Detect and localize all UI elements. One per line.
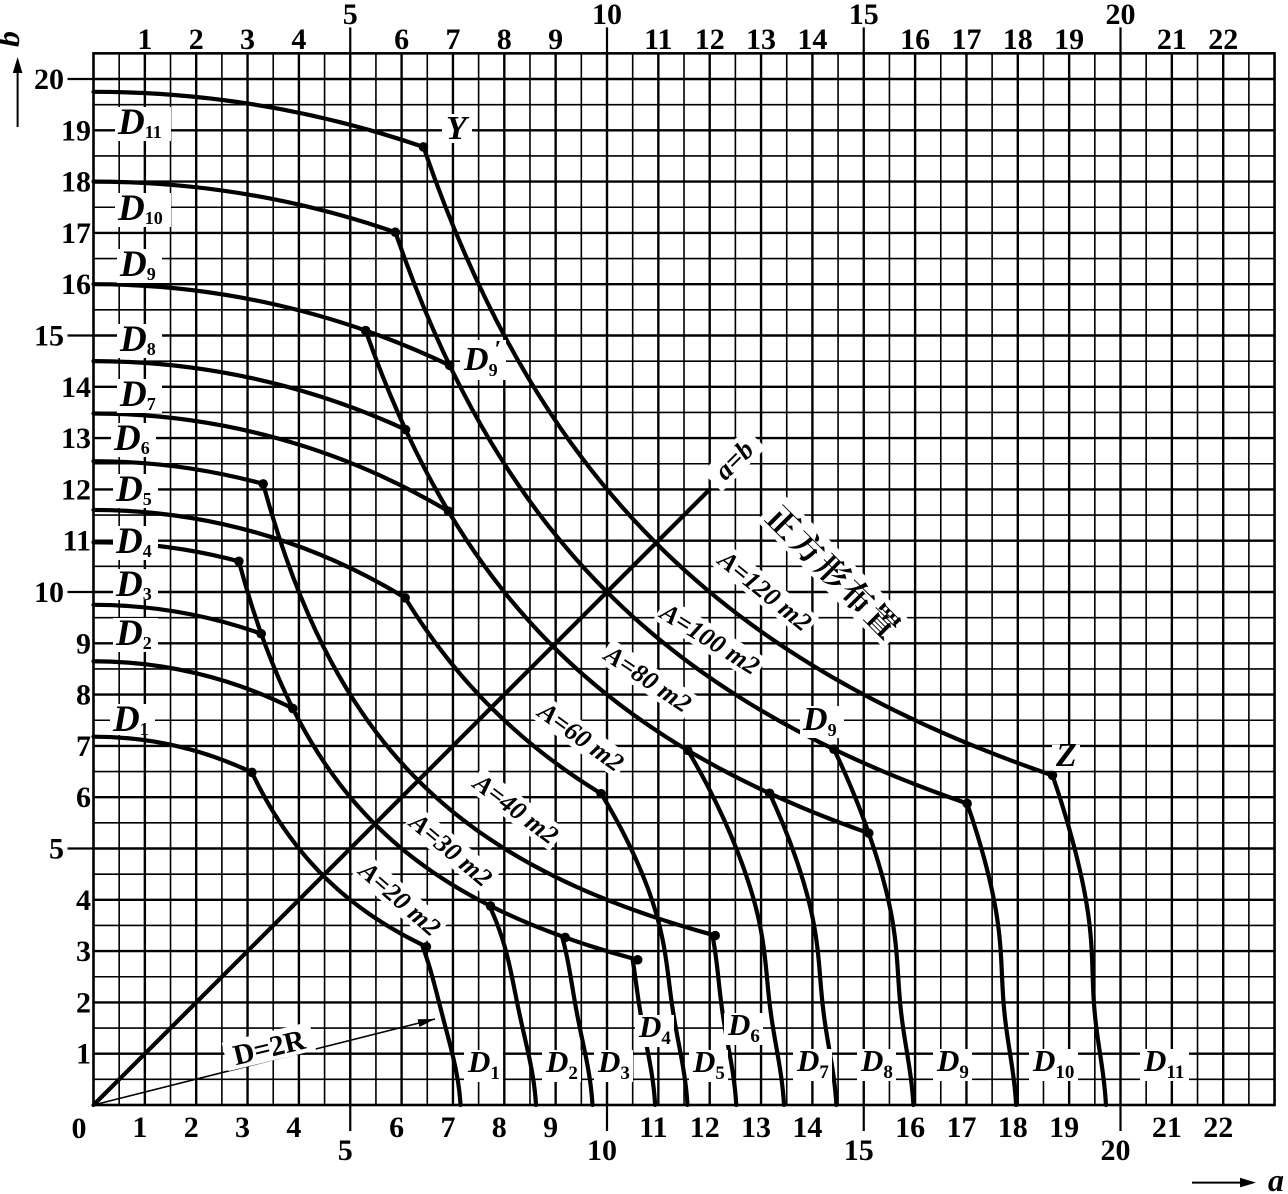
svg-text:3: 3 [235,1111,250,1144]
svg-text:22: 22 [1203,1111,1233,1144]
svg-text:18: 18 [998,1111,1028,1144]
svg-text:2: 2 [189,23,204,56]
svg-text:1: 1 [132,1111,147,1144]
svg-text:13: 13 [741,1111,771,1144]
svg-text:8: 8 [76,679,91,712]
svg-text:5: 5 [343,0,358,31]
svg-text:6: 6 [76,781,91,814]
svg-text:19: 19 [1049,1111,1079,1144]
svg-text:1: 1 [76,1038,91,1071]
svg-text:6: 6 [389,1111,404,1144]
svg-text:15: 15 [844,1134,874,1167]
svg-text:10: 10 [592,0,622,31]
svg-text:2: 2 [184,1111,199,1144]
svg-text:14: 14 [792,1111,822,1144]
svg-text:3: 3 [76,935,91,968]
svg-text:20: 20 [1106,0,1136,31]
svg-text:20: 20 [1101,1134,1131,1167]
svg-text:10: 10 [34,576,64,609]
svg-text:20: 20 [34,63,64,96]
svg-text:9: 9 [548,23,563,56]
svg-text:7: 7 [76,730,91,763]
svg-text:19: 19 [1054,23,1084,56]
svg-text:10: 10 [587,1134,617,1167]
svg-text:21: 21 [1157,23,1187,56]
svg-text:4: 4 [286,1111,301,1144]
svg-text:D11: D11 [1143,1043,1184,1083]
svg-text:18: 18 [61,166,91,199]
svg-text:14: 14 [61,371,91,404]
svg-text:15: 15 [849,0,879,31]
svg-text:16: 16 [900,23,930,56]
svg-text:22: 22 [1208,23,1238,56]
svg-text:7: 7 [445,23,460,56]
svg-text:17: 17 [946,1111,976,1144]
svg-text:14: 14 [797,23,827,56]
svg-text:13: 13 [746,23,776,56]
svg-text:11: 11 [639,1111,667,1144]
svg-text:9: 9 [543,1111,558,1144]
svg-text:Y: Y [446,110,470,147]
svg-text:4: 4 [76,884,91,917]
svg-text:21: 21 [1152,1111,1182,1144]
svg-text:D8: D8 [860,1043,893,1083]
svg-text:8: 8 [497,23,512,56]
svg-text:13: 13 [61,422,91,455]
svg-text:5: 5 [338,1134,353,1167]
svg-text:16: 16 [895,1111,925,1144]
svg-text:1: 1 [137,23,152,56]
svg-text:5: 5 [49,833,64,866]
svg-text:17: 17 [951,23,981,56]
svg-text:19: 19 [61,114,91,147]
svg-text:11: 11 [63,525,91,558]
svg-text:D9′: D9′ [463,337,501,380]
svg-text:Z: Z [1055,737,1077,774]
svg-text:12: 12 [690,1111,720,1144]
svg-text:4: 4 [291,23,306,56]
svg-text:18: 18 [1003,23,1033,56]
svg-text:a: a [1268,1162,1284,1194]
svg-text:b: b [0,31,26,47]
svg-text:D7: D7 [119,374,156,415]
svg-text:7: 7 [440,1111,455,1144]
svg-text:15: 15 [34,320,64,353]
svg-text:12: 12 [695,23,725,56]
svg-text:2: 2 [76,986,91,1019]
svg-text:3: 3 [240,23,255,56]
svg-text:11: 11 [644,23,672,56]
svg-text:12: 12 [61,473,91,506]
svg-text:0: 0 [72,1112,87,1145]
svg-text:9: 9 [76,627,91,660]
svg-text:16: 16 [61,268,91,301]
svg-text:6: 6 [394,23,409,56]
svg-text:8: 8 [492,1111,507,1144]
svg-text:17: 17 [61,217,91,250]
